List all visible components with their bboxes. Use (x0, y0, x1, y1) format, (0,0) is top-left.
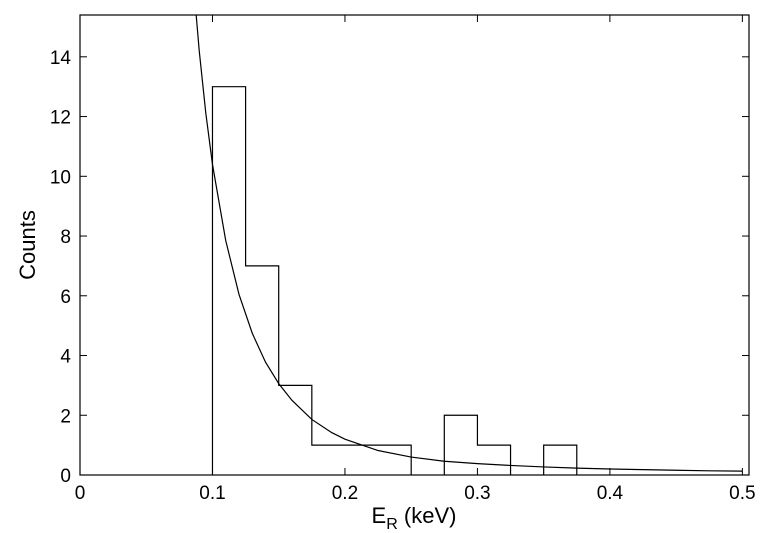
x-tick-label: 0.4 (597, 483, 624, 504)
y-tick-label: 4 (60, 347, 71, 368)
y-tick-label: 12 (50, 108, 71, 129)
y-tick-label: 10 (50, 167, 71, 188)
plot-frame (79, 14, 750, 476)
y-axis-ticks: 0 2 4 6 8 10 12 14 (50, 48, 749, 487)
y-tick-label: 2 (60, 406, 71, 427)
y-tick-label: 8 (60, 227, 71, 248)
x-axis-title-unit: (keV) (398, 503, 457, 528)
x-tick-label: 0.3 (464, 483, 490, 504)
histogram-series (211, 86, 578, 475)
y-tick-label: 0 (60, 466, 71, 487)
y-tick-label: 14 (50, 48, 72, 69)
x-tick-label: 0.1 (199, 483, 225, 504)
x-tick-label: 0.5 (729, 483, 755, 504)
fit-curve-series (195, 15, 743, 472)
x-axis-title: ER (keV) (372, 503, 457, 533)
y-axis-title: Counts (15, 210, 40, 280)
x-axis-ticks: 0 0.1 0.2 0.3 0.4 0.5 (75, 15, 756, 504)
x-tick-label: 0.2 (332, 483, 358, 504)
x-axis-title-subscript: R (386, 516, 398, 533)
x-tick-label: 0 (75, 483, 86, 504)
y-tick-label: 6 (60, 287, 71, 308)
